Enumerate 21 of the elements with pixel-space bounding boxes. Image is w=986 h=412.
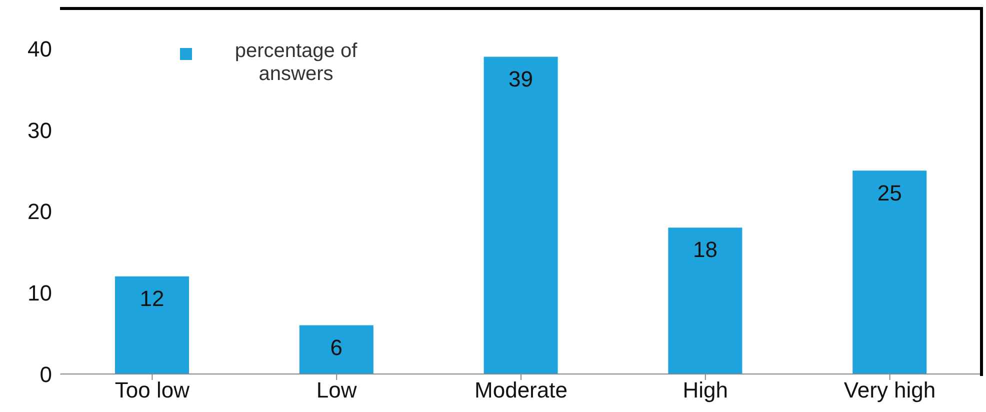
x-tick-label: Moderate	[474, 378, 568, 403]
data-label: 12	[140, 286, 164, 312]
y-tick-label: 40	[28, 36, 52, 62]
bar	[484, 56, 558, 374]
x-tick-label: High	[682, 378, 728, 403]
x-tick-label: Very high	[844, 378, 936, 403]
bar	[299, 325, 374, 374]
bar	[852, 170, 927, 374]
y-tick-label: 20	[28, 199, 52, 224]
legend-label: percentage of answers	[234, 40, 358, 86]
y-tick-label: 0	[40, 362, 52, 387]
x-tick-label: Low	[316, 378, 357, 403]
data-label: 6	[330, 334, 343, 360]
y-tick-label: 30	[28, 118, 52, 143]
y-tick-label: 10	[28, 280, 52, 306]
bar	[668, 228, 742, 374]
data-label: 25	[877, 180, 902, 206]
data-label: 18	[692, 237, 718, 262]
data-label: 39	[508, 66, 534, 92]
bar	[115, 276, 189, 374]
x-tick-label: Too low	[114, 378, 190, 403]
